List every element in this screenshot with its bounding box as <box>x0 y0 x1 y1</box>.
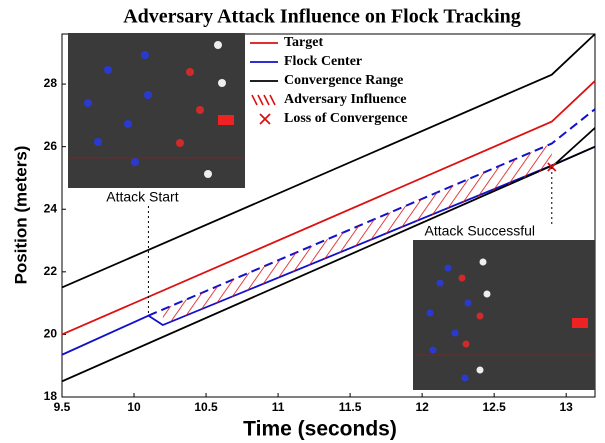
y-tick-label: 22 <box>44 264 58 278</box>
y-tick-label: 18 <box>44 389 58 403</box>
x-tick-label: 13 <box>560 400 574 414</box>
x-tick-label: 12.5 <box>482 400 506 414</box>
inset-left <box>68 33 245 188</box>
annotations: Attack Start Attack Successful <box>106 166 553 316</box>
x-tick-label: 10 <box>127 400 141 414</box>
cross-marker <box>547 162 557 172</box>
legend-label: Loss of Convergence <box>284 111 408 126</box>
legend-swatch <box>251 94 258 106</box>
legend: Target Flock Center Convergence Range Adver… <box>250 35 408 126</box>
x-tick-label: 11 <box>272 400 285 414</box>
plot-area: 9.5 10 10.5 11 11.5 12 12.5 13 18 20 22 24 26 28 <box>44 33 596 414</box>
annotation-label: Attack Successful <box>425 223 536 239</box>
legend-label: Flock Center <box>284 54 362 69</box>
annotation-label: Attack Start <box>106 189 178 205</box>
hatch-region <box>162 143 552 326</box>
inset-right <box>413 240 595 390</box>
x-tick-label: 12 <box>415 400 429 414</box>
y-tick-label: 20 <box>44 327 58 341</box>
series-line <box>61 33 596 289</box>
plot-frame <box>61 33 596 398</box>
y-tick-label: 26 <box>44 139 58 153</box>
y-axis-label: Position (meters) <box>11 146 30 285</box>
chart-title: Adversary Attack Influence on Flock Trac… <box>123 6 521 28</box>
y-tick-label: 28 <box>44 76 58 90</box>
legend-label: Convergence Range <box>284 73 403 88</box>
x-tick-label: 9.5 <box>54 400 71 414</box>
series-line <box>551 127 596 168</box>
x-tick-label: 11.5 <box>339 400 362 414</box>
legend-swatch <box>263 94 270 106</box>
legend-swatch <box>259 113 271 125</box>
legend-label: Adversary Influence <box>284 92 407 107</box>
x-tick-label: 10.5 <box>194 400 218 414</box>
legend-label: Target <box>284 35 323 50</box>
x-axis-label: Time (seconds) <box>243 418 397 441</box>
legend-swatch <box>269 94 276 106</box>
legend-swatch <box>257 94 264 106</box>
y-tick-label: 24 <box>44 201 58 215</box>
series-line <box>61 80 596 336</box>
series-line <box>61 145 596 383</box>
